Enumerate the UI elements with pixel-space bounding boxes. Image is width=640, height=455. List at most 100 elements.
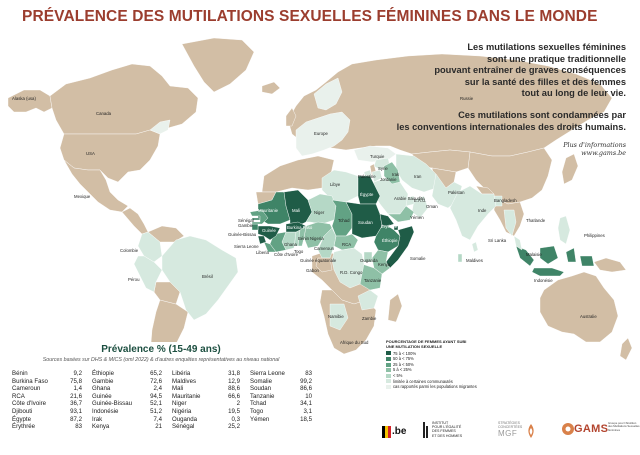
rca-shape [333, 233, 359, 251]
partner-logos: .be INSTITUT POUR L'ÉGALITÉ DES FEMMES E… [380, 420, 640, 444]
prevalence-title: Prévalence % (15-49 ans) [101, 344, 221, 355]
table-row: Yémen 18,5 [250, 416, 312, 424]
uk-shape [285, 107, 297, 127]
label-namibie: Namibie [328, 314, 344, 319]
table-row: Maldives 12,9 [172, 378, 240, 386]
label-indonesie: Indonésie [534, 278, 553, 283]
label-mali: Mali [292, 208, 300, 213]
thailande-shape [503, 209, 517, 237]
legend-item: < 5% [382, 373, 500, 379]
country-value: 12,9 [228, 377, 240, 385]
label-iran: Iran [414, 174, 422, 179]
map-legend: POURCENTAGE DE FEMMES AYANT SUBI UNE MUT… [382, 338, 500, 406]
label-guinee: Guinée [262, 228, 276, 233]
country-name: Ouganda [172, 415, 198, 423]
prevalence-column-4: Sierra Leone 83 Somalie 99,2 Soudan 86,6 Ta… [250, 370, 312, 423]
prevalence-table: Prévalence % (15-49 ans) Sources basées … [8, 342, 314, 446]
country-value: 36,7 [70, 400, 82, 408]
country-name: Nigéria [172, 407, 192, 415]
intro-paragraph-2: Ces mutilations sont condamnées par les … [397, 110, 626, 133]
label-rd-congo: R.D. Congo [340, 270, 363, 275]
label-tanzanie: Tanzanie [364, 278, 382, 283]
legend-item: 5 à < 25% [382, 367, 500, 373]
table-row: Ghana 2,4 [92, 385, 162, 393]
label-guinee-bissau: Guinée-Bissau [228, 232, 257, 237]
country-value: 9,2 [73, 370, 82, 377]
land-no-data [7, 37, 633, 401]
label-togo: Togo [294, 249, 304, 254]
legend-swatch [386, 351, 391, 356]
intro-paragraph-1: Les mutilations sexuelles féminines sont… [434, 42, 626, 100]
institut-logo-text: INSTITUT POUR L'ÉGALITÉ DES FEMMES ET DE… [432, 421, 462, 438]
label-yemen: Yémen [410, 215, 424, 220]
legend-swatch [386, 384, 391, 389]
label-thailande: Thaïlande [526, 218, 546, 223]
institut-mark-icon [423, 422, 428, 438]
country-name: Somalie [250, 377, 273, 385]
table-row: Guinée-Bissau 52,1 [92, 400, 162, 408]
intro-line: pouvant entraîner de graves conséquences [434, 65, 626, 76]
label-turquie: Turquie [370, 154, 385, 159]
prevalence-source: Sources basées sur DHS & MICS (oml 2022)… [42, 357, 280, 363]
gams-logo: GAMS Groupe pour l'Abolition des Mutilat… [562, 421, 640, 442]
legend-swatch [386, 373, 391, 378]
prevalence-column-2: Éthiopie 65,2 Gambie 72,6 Ghana 2,4 Guinée 9… [92, 370, 162, 431]
brazil-shape [161, 235, 239, 321]
country-value: 87,2 [70, 415, 82, 423]
table-row: Ouganda 0,3 [172, 416, 240, 424]
country-value: 7,4 [153, 415, 162, 423]
country-value: 99,2 [300, 377, 312, 385]
country-name: Indonésie [92, 407, 119, 415]
intro-line: les conventions internationales des droi… [396, 121, 626, 132]
label-eau: E.A.U. [414, 198, 426, 203]
country-name: Burkina Faso [12, 377, 48, 385]
website-link[interactable]: www.gams.be [581, 149, 626, 157]
country-value: 88,6 [228, 385, 240, 393]
table-row: Indonésie 51,2 [92, 408, 162, 416]
country-name: Togo [250, 407, 264, 415]
gams-sub-line: féminines [608, 427, 620, 432]
country-name: Guinée [92, 392, 112, 400]
label-inde: Inde [478, 208, 487, 213]
yemen-shape [387, 205, 415, 223]
country-value: 31,8 [228, 370, 240, 377]
country-name: Guinée-Bissau [92, 400, 132, 408]
table-row: Érythrée 83 [12, 423, 82, 431]
more-info-label: Plus d'informations [563, 141, 626, 149]
country-value: 51,2 [150, 407, 162, 415]
country-name: Djibouti [12, 407, 33, 415]
land-fgm-data [249, 161, 595, 291]
label-maldives: Maldives [466, 258, 483, 263]
philippines-shape [557, 215, 571, 245]
country-value: 72,6 [150, 377, 162, 385]
table-row: Niger 2 [172, 400, 240, 408]
table-row: Tanzanie 10 [250, 393, 312, 401]
indonesie-shape-1 [515, 245, 535, 267]
label-philippines: Philippines [584, 233, 605, 238]
legend-label: 25 à < 50% [393, 361, 414, 367]
table-row: Soudan 86,6 [250, 385, 312, 393]
label-kenya: Kenya [378, 262, 391, 267]
strategies-mgf-logo: STRATÉGIES CONCERTÉES MGF [498, 421, 534, 438]
legend-item: limitée à certaines communautés [382, 379, 500, 385]
table-row: Burkina Faso 75,8 [12, 378, 82, 386]
label-ghana: Ghana [284, 242, 298, 247]
maldives-shape [457, 253, 463, 263]
oman-shape [411, 195, 429, 219]
canada-shape [49, 63, 199, 135]
label-burkina: Burkina Faso [287, 225, 313, 230]
country-value: 86,6 [300, 385, 312, 393]
table-row: Tchad 34,1 [250, 400, 312, 408]
table-row: Sierra Leone 83 [250, 370, 312, 378]
legend-title-line: POURCENTAGE DE FEMMES AYANT SUBI [386, 339, 467, 344]
niger-shape [305, 193, 337, 225]
legend-label: 50 à < 75% [393, 356, 414, 362]
country-value: 34,1 [300, 400, 312, 408]
country-name: Éthiopie [92, 370, 115, 377]
perou-shape [133, 255, 163, 293]
somalie-shape [385, 225, 415, 269]
label-gambie: Gambie [238, 223, 254, 228]
label-bresil: Brésil [202, 274, 213, 279]
strategies-line: STRATÉGIES [498, 421, 520, 425]
label-somalie: Somalie [410, 256, 426, 261]
